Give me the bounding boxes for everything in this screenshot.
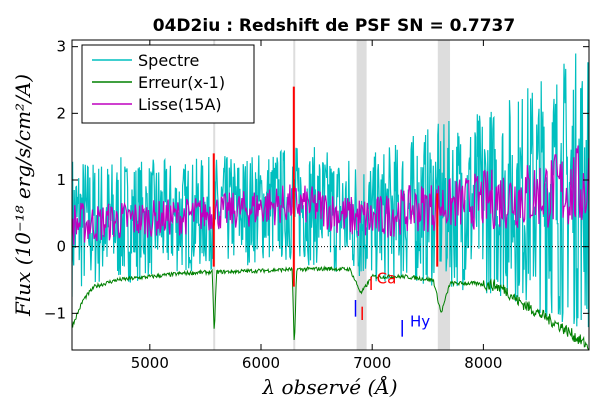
x-tick-label: 8000 xyxy=(464,354,502,372)
y-axis-ticks: −1 0 1 2 3 xyxy=(44,38,589,322)
chart-title: 04D2iu : Redshift de PSF SN = 0.7737 xyxy=(153,16,515,36)
y-tick-label: 2 xyxy=(56,104,66,122)
plot-frame xyxy=(71,39,590,351)
legend-label: Spectre xyxy=(138,51,199,70)
y-tick-label: −1 xyxy=(44,304,66,322)
series-line xyxy=(72,53,589,328)
y-axis-label: Flux (10⁻¹⁸ erg/s/cm²/A) xyxy=(11,74,35,317)
y-tick-label: 0 xyxy=(56,238,66,256)
legend-box xyxy=(81,44,255,124)
line-identification-markers: Ca Hy xyxy=(354,269,430,337)
line-label: Ca xyxy=(377,269,397,287)
line-label: Hy xyxy=(410,313,430,331)
x-axis-label: λ observé (Å) xyxy=(261,374,397,399)
x-tick-label: 5000 xyxy=(131,354,169,372)
emission-spikes xyxy=(212,86,439,287)
shaded-band xyxy=(356,40,367,350)
series-line xyxy=(72,265,589,350)
x-tick-label: 6000 xyxy=(242,354,280,372)
legend: Spectre Erreur(x-1) Lisse(15A) xyxy=(81,44,255,124)
legend-label: Erreur(x-1) xyxy=(138,73,225,92)
x-tick-label: 7000 xyxy=(353,354,391,372)
series-line xyxy=(72,145,589,245)
series-layer xyxy=(72,53,589,350)
x-axis-ticks: 5000 6000 7000 8000 xyxy=(131,40,502,372)
y-tick-label: 1 xyxy=(56,171,66,189)
legend-label: Lisse(15A) xyxy=(138,95,222,114)
y-tick-label: 3 xyxy=(56,38,66,56)
